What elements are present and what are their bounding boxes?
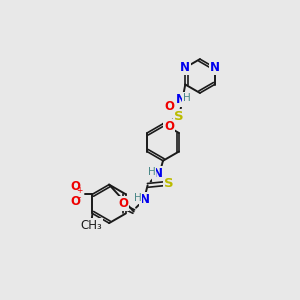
Text: H: H (134, 193, 142, 203)
Text: H: H (183, 93, 191, 103)
Text: N: N (153, 167, 164, 180)
Text: N: N (180, 61, 190, 74)
Text: O: O (118, 197, 128, 210)
Text: N: N (70, 188, 80, 201)
Text: -: - (78, 194, 81, 202)
Text: O: O (70, 180, 80, 193)
Text: S: S (174, 110, 184, 123)
Text: N: N (140, 193, 149, 206)
Text: O: O (164, 100, 174, 113)
Text: CH₃: CH₃ (80, 218, 102, 232)
Text: O: O (70, 195, 80, 208)
Text: +: + (76, 186, 83, 195)
Text: N: N (210, 61, 220, 74)
Text: O: O (164, 120, 174, 134)
Text: H: H (148, 167, 155, 176)
Text: N: N (176, 93, 186, 106)
Text: S: S (164, 177, 173, 190)
